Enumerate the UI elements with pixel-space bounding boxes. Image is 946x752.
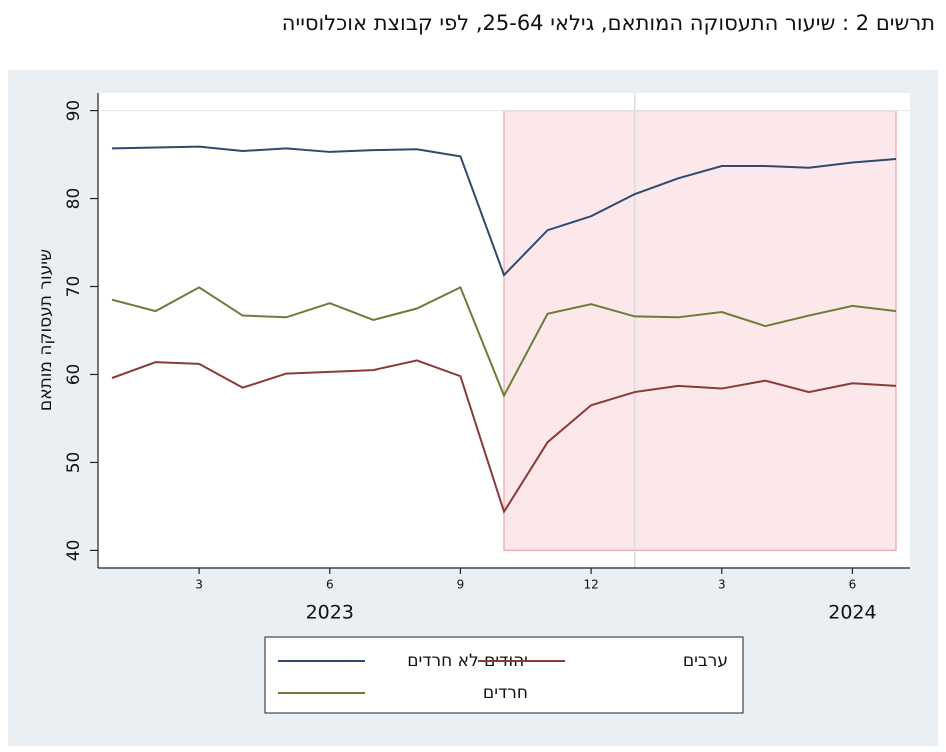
x-tick-label: 9 bbox=[457, 578, 465, 592]
x-tick-label: 6 bbox=[326, 578, 334, 592]
y-tick-label: 80 bbox=[64, 188, 84, 210]
y-tick-label: 40 bbox=[64, 540, 84, 562]
legend-label: חרדים bbox=[483, 683, 528, 703]
chart-title: תרשים 2 : שיעור התעסוקה המותאם, גילאי 25… bbox=[282, 11, 935, 35]
x-tick-label: 3 bbox=[195, 578, 203, 592]
year-label: 2024 bbox=[828, 602, 876, 624]
y-tick-label: 60 bbox=[64, 364, 84, 386]
legend-label: יהודים לא חרדים bbox=[407, 651, 528, 671]
y-tick-label: 50 bbox=[64, 452, 84, 474]
x-tick-label: 6 bbox=[849, 578, 857, 592]
y-axis-label: שיעור תעסוקה מותאם bbox=[36, 249, 56, 411]
x-tick-label: 12 bbox=[583, 578, 598, 592]
year-label: 2023 bbox=[306, 602, 354, 624]
legend-box bbox=[264, 636, 744, 714]
y-tick-label: 90 bbox=[64, 100, 84, 122]
series-line bbox=[111, 286, 897, 398]
series-line bbox=[111, 145, 897, 277]
shaded-period bbox=[503, 109, 897, 552]
series-line bbox=[111, 359, 897, 515]
x-tick-label: 3 bbox=[718, 578, 726, 592]
y-tick-label: 70 bbox=[64, 276, 84, 298]
legend-label: ערבים bbox=[683, 651, 728, 671]
